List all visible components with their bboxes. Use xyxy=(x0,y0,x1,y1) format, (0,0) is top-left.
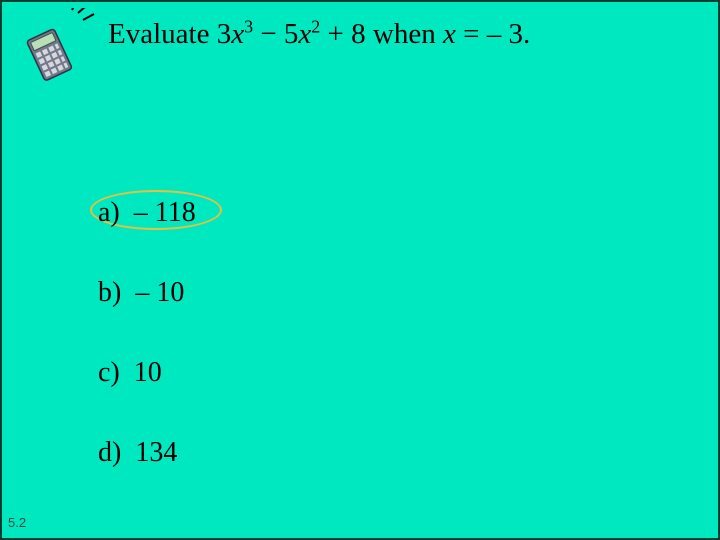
answer-label: c) xyxy=(98,357,120,388)
answer-value: 134 xyxy=(135,437,177,468)
answer-option-d[interactable]: d) 134 xyxy=(98,437,196,469)
polynomial-expression: 3x3 − 5x2 + 8 xyxy=(217,18,366,50)
question-equals: = – 3. xyxy=(463,18,530,50)
answer-value: – 10 xyxy=(135,277,184,308)
answer-label: a) xyxy=(98,197,120,228)
answer-option-b[interactable]: b) – 10 xyxy=(98,277,196,309)
answer-value: – 118 xyxy=(134,197,196,228)
question-suffix-when: when xyxy=(373,18,443,50)
answer-list: a) – 118 b) – 10 c) 10 d) 134 xyxy=(98,197,196,517)
question-text: Evaluate 3x3 − 5x2 + 8 when x = – 3. xyxy=(108,17,530,52)
answer-label: b) xyxy=(98,277,121,308)
calculator-icon xyxy=(20,8,98,86)
answer-option-c[interactable]: c) 10 xyxy=(98,357,196,389)
answer-option-a[interactable]: a) – 118 xyxy=(98,197,196,229)
answer-label: d) xyxy=(98,437,121,468)
question-prefix: Evaluate xyxy=(108,18,217,50)
question-variable: x xyxy=(443,18,456,50)
page-number: 5.2 xyxy=(8,515,26,530)
slide: Evaluate 3x3 − 5x2 + 8 when x = – 3. a) … xyxy=(0,0,720,540)
answer-value: 10 xyxy=(134,357,162,388)
